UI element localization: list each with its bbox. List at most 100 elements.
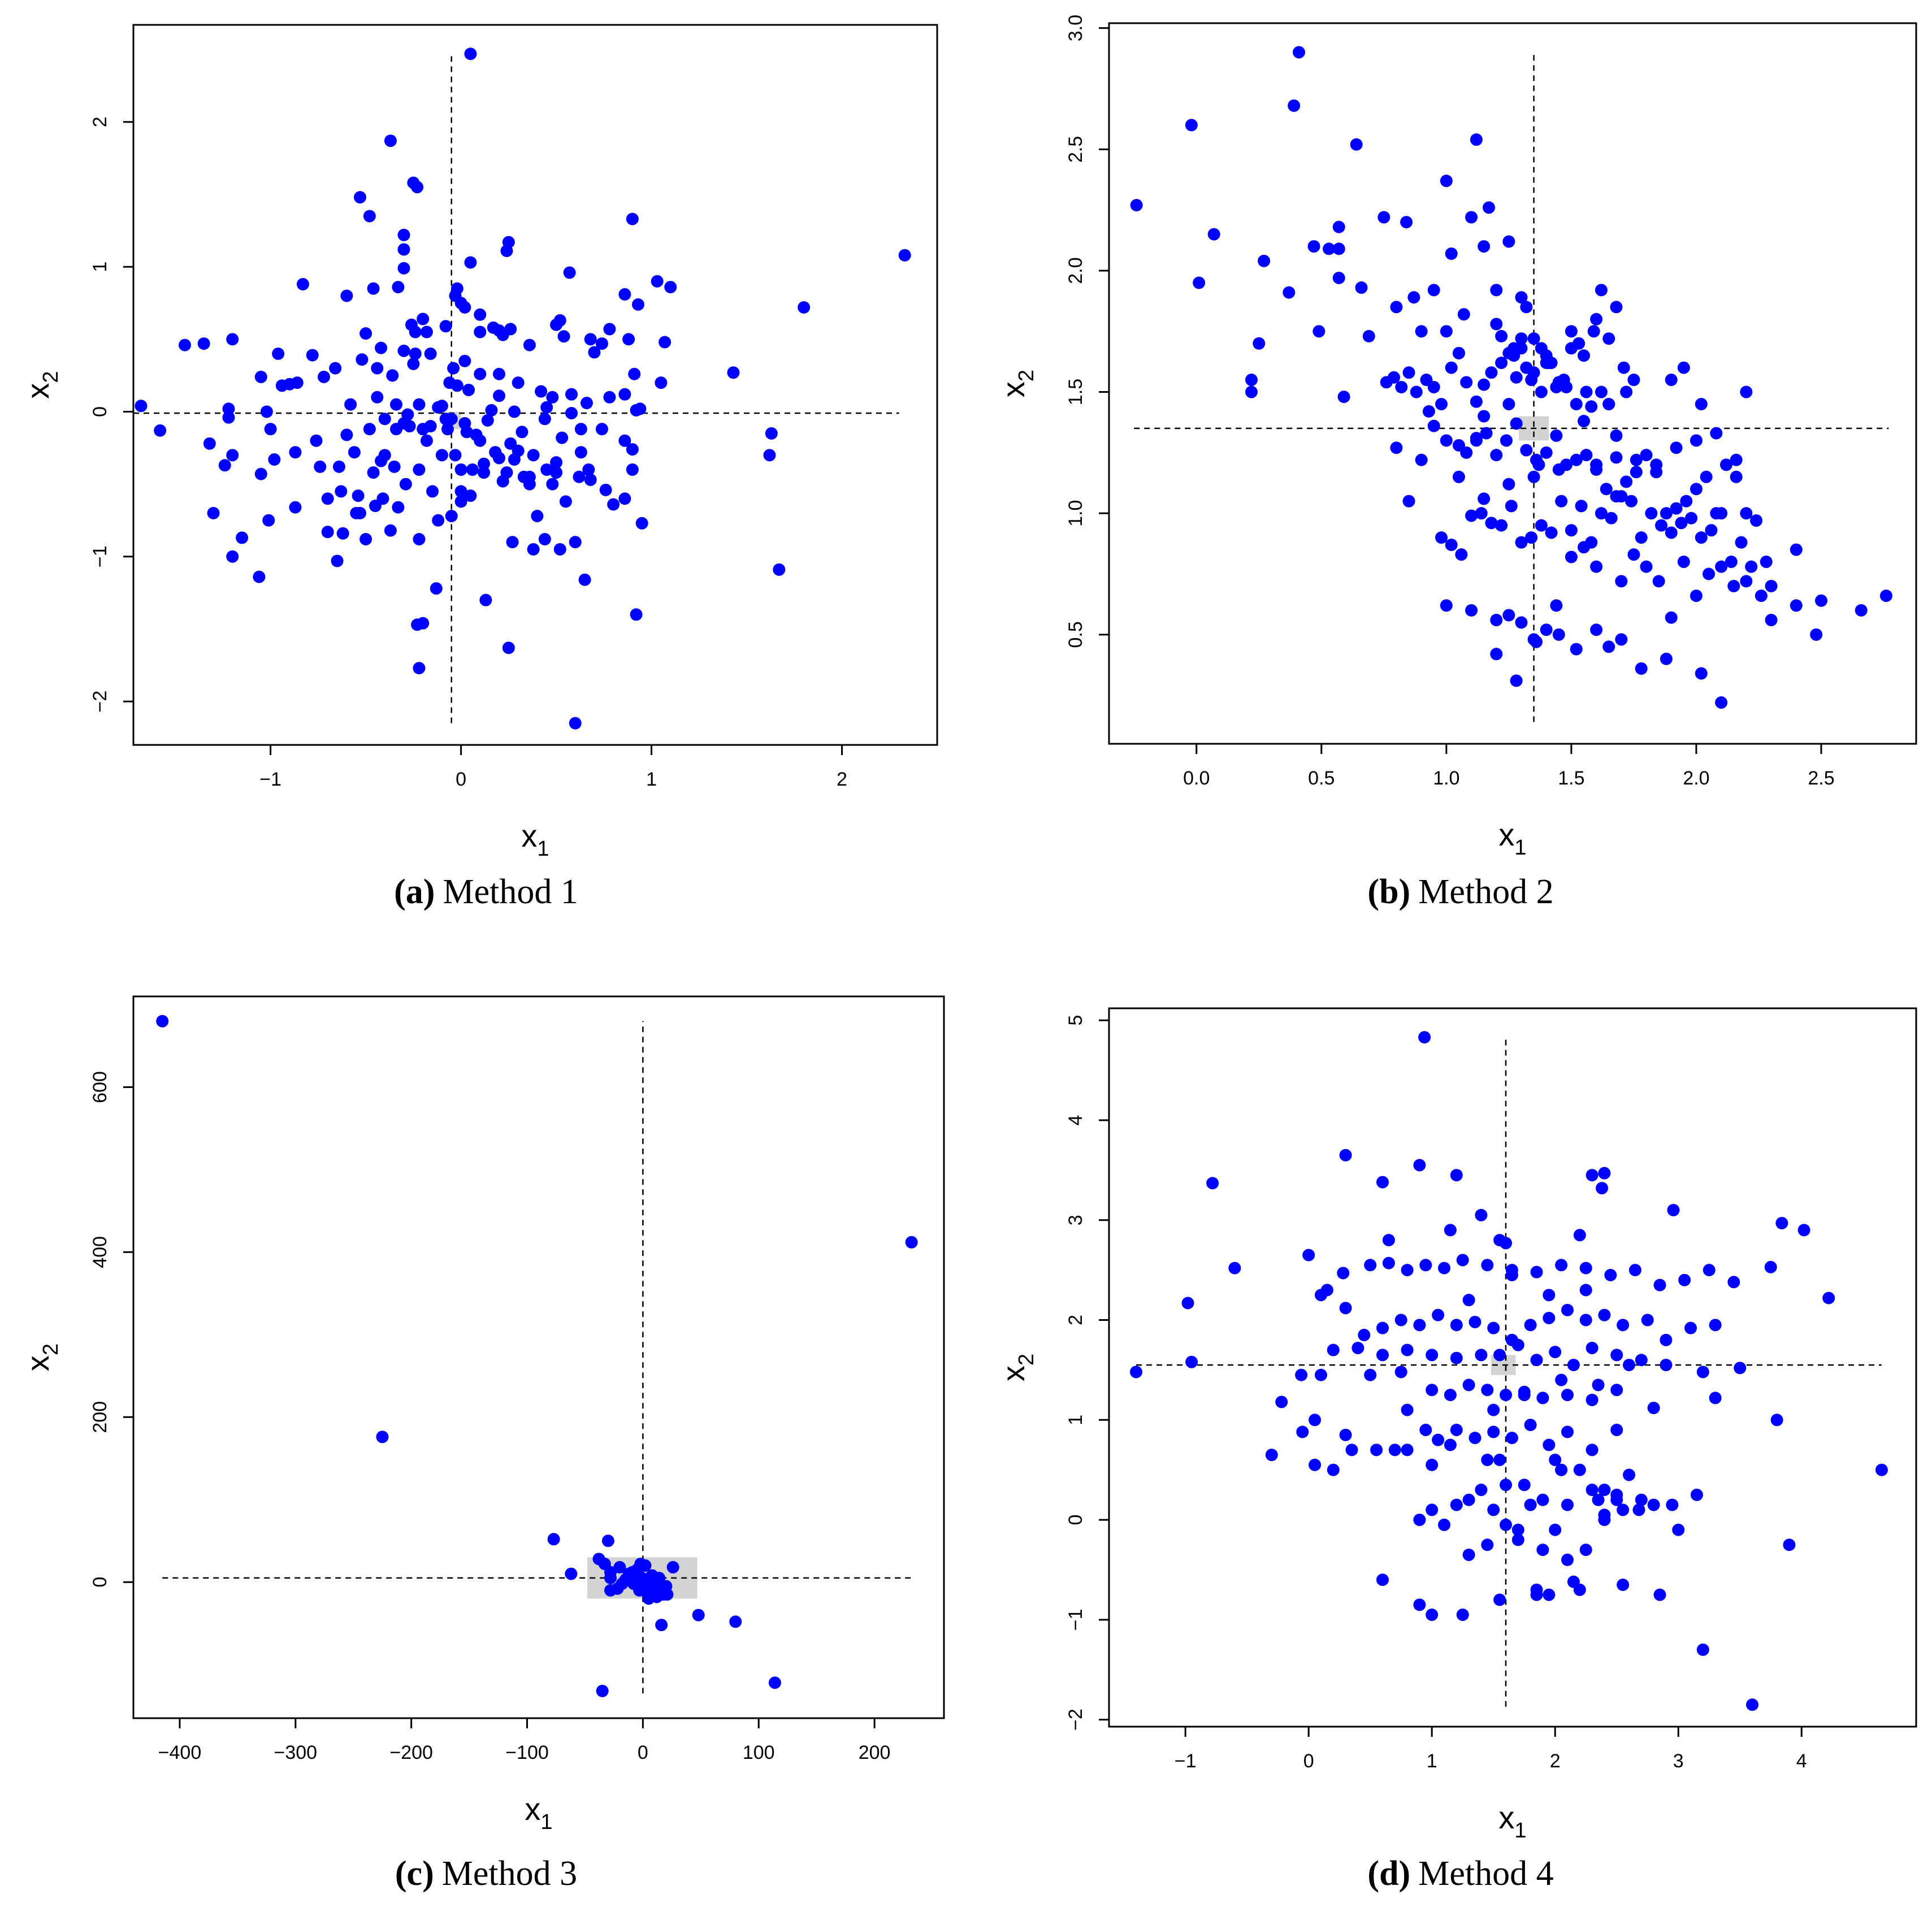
data-point [1493, 1349, 1506, 1362]
data-point [275, 379, 288, 392]
data-point [481, 414, 494, 427]
data-point [1579, 1284, 1592, 1297]
panel-method-2: 0.0 0.5 1.0 1.5 2.0 2.5 0.5 1.0 1.5 2.0 2.5 3.0 x1 x2… [995, 15, 1917, 911]
data-point [1426, 1384, 1439, 1397]
data-point [197, 337, 210, 350]
data-point [413, 662, 426, 675]
data-point [1665, 374, 1678, 387]
data-point [1605, 511, 1618, 524]
data-point [397, 262, 410, 275]
data-point [390, 398, 403, 411]
data-point [1653, 1278, 1666, 1291]
data-point [409, 347, 422, 360]
data-point [1740, 575, 1753, 588]
data-point [635, 517, 648, 530]
data-point [1510, 371, 1523, 384]
data-point [727, 366, 740, 379]
data-point [401, 408, 414, 421]
x-axis-label: x1 [1498, 1800, 1526, 1843]
data-point [1535, 385, 1548, 398]
x-tick-label: −400 [158, 1742, 202, 1763]
data-point [1288, 99, 1301, 112]
data-point [353, 191, 366, 204]
panel-caption: (d) Method 4 [1367, 1854, 1553, 1893]
data-point [1470, 133, 1483, 146]
x-tick-label: 0.5 [1308, 768, 1335, 789]
data-point [1543, 1311, 1556, 1324]
data-point [332, 460, 345, 473]
data-point [628, 367, 641, 380]
data-point [1206, 1177, 1219, 1190]
data-point [1450, 1498, 1463, 1511]
data-point [1410, 385, 1423, 398]
x-tick-label: 3 [1673, 1750, 1684, 1772]
y-tick-label: 4 [1065, 1115, 1086, 1126]
data-point [729, 1615, 742, 1628]
panel-method-4: −1 0 1 2 3 4 −2 −1 0 1 2 3 4 5 x1 x2 (d) Method 4 [995, 1007, 1917, 1893]
data-point [1345, 1443, 1358, 1456]
data-point [1536, 1392, 1549, 1405]
data-point [1598, 1308, 1611, 1321]
data-point [1560, 380, 1573, 393]
data-point [1413, 1598, 1426, 1611]
data-point [1465, 509, 1478, 522]
data-point [432, 514, 445, 527]
data-point [1440, 434, 1453, 447]
data-point [1309, 1458, 1322, 1471]
data-point [1720, 458, 1732, 471]
data-point [447, 362, 460, 375]
data-point [1470, 395, 1483, 408]
data-point [403, 420, 416, 433]
data-point [1390, 441, 1403, 454]
data-point [1460, 446, 1473, 459]
data-point [1462, 1493, 1475, 1506]
data-point [1376, 1176, 1389, 1189]
data-point [655, 376, 668, 389]
data-point [651, 275, 664, 288]
data-point [1337, 1267, 1350, 1280]
x-tick-label: 200 [859, 1742, 891, 1763]
data-point [1415, 453, 1428, 466]
data-point [1765, 614, 1778, 627]
data-point [1462, 1379, 1475, 1392]
data-point [262, 514, 275, 527]
data-point [634, 1558, 647, 1571]
data-point [1450, 1319, 1463, 1332]
data-point [1598, 1167, 1611, 1180]
data-point [1469, 1432, 1482, 1445]
data-point [1418, 1031, 1431, 1044]
data-point [1401, 1443, 1414, 1456]
data-point [1660, 1333, 1673, 1346]
data-point [1505, 500, 1518, 513]
data-point [236, 531, 249, 544]
data-point [1440, 175, 1453, 188]
data-point [538, 533, 551, 545]
data-point [1660, 1359, 1673, 1372]
data-point [254, 370, 267, 383]
data-point [557, 330, 570, 343]
data-point [1677, 556, 1690, 569]
data-point [478, 466, 491, 479]
data-point [420, 326, 433, 339]
data-point [1549, 1523, 1562, 1536]
data-point [289, 501, 302, 514]
data-point [1452, 470, 1465, 483]
data-point [1495, 519, 1508, 532]
data-point [763, 449, 776, 462]
data-point [1388, 371, 1400, 384]
data-point [1561, 1425, 1574, 1438]
data-point [1502, 478, 1515, 491]
y-tick-label: 0 [89, 406, 111, 417]
data-point [367, 282, 380, 295]
data-point [1320, 1284, 1333, 1297]
data-point [1312, 325, 1325, 338]
data-point [1505, 1432, 1518, 1445]
data-point [618, 288, 631, 301]
data-point [523, 339, 536, 352]
data-point [1390, 301, 1403, 314]
data-point [1493, 1593, 1506, 1606]
data-point [1332, 271, 1345, 284]
data-point [1401, 1264, 1414, 1277]
data-point [1703, 1264, 1716, 1277]
